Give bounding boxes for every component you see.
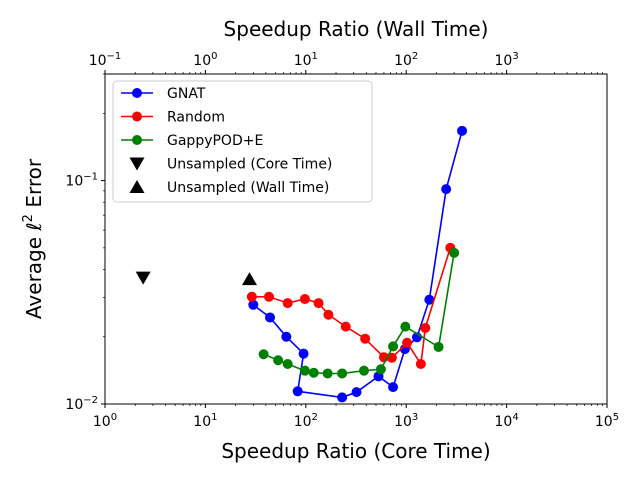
data-point-gappypod-e (258, 349, 269, 360)
legend-item-gappypod-e: GappyPOD+E (121, 133, 263, 149)
series-unsampled-core-time (135, 271, 151, 285)
legend-item-unsampled-wall-time: Unsampled (Wall Time) (129, 180, 329, 196)
legend-marker (132, 135, 142, 145)
data-point-gnat (298, 348, 309, 359)
data-point-unsampled-wall-time (242, 272, 258, 286)
series-line-random (251, 247, 452, 367)
legend-box (112, 80, 373, 203)
data-point-gappypod-e (388, 341, 399, 352)
data-point-gappypod-e (273, 355, 284, 366)
data-point-gappypod-e (375, 364, 386, 375)
data-point-random (299, 294, 310, 305)
series-random (246, 242, 456, 370)
series-unsampled-wall-time (242, 272, 258, 286)
legend-label: Unsampled (Wall Time) (167, 180, 329, 196)
y-axis-title: Average ℓ2 Error (21, 158, 46, 319)
legend-label: GNAT (167, 86, 206, 102)
legend-marker (129, 157, 145, 171)
ticks: 100 101 102 103 104 105 10−1 100 101 102 103 10−2 10… (65, 51, 619, 430)
data-point-gnat (281, 331, 292, 342)
data-point-random (264, 291, 275, 302)
x-tick-label-bottom: 105 (595, 412, 619, 430)
legend-marker (132, 88, 142, 98)
data-point-gappypod-e (337, 368, 348, 379)
legend-marker (129, 180, 145, 193)
legend-item-unsampled-core-time: Unsampled (Core Time) (129, 157, 332, 173)
x-tick-label-top: 101 (294, 51, 318, 69)
data-point-gappypod-e (359, 365, 370, 376)
data-point-gappypod-e (400, 321, 411, 332)
legend-item-random: Random (121, 110, 225, 126)
data-point-gnat (248, 299, 259, 310)
data-point-random (323, 309, 334, 320)
data-point-random (282, 298, 293, 309)
data-point-gnat (292, 386, 303, 397)
data-point-random (402, 337, 413, 348)
x-tick-label-top: 102 (394, 51, 418, 69)
plot-frame (104, 73, 608, 405)
data-point-gappypod-e (322, 368, 333, 379)
data-point-gnat (388, 382, 399, 393)
x-tick-label-top: 103 (494, 51, 518, 69)
plot-marks (135, 125, 468, 403)
data-point-gnat (351, 387, 362, 398)
legend: GNAT Random GappyPOD+E Unsampled (Core Time… (112, 80, 373, 203)
data-point-gappypod-e (433, 341, 444, 352)
data-point-random (415, 359, 426, 370)
data-point-gappypod-e (282, 359, 293, 370)
data-point-random (360, 333, 371, 344)
y-tick-label: 10−2 (65, 395, 98, 413)
data-point-random (246, 291, 257, 302)
x-axis-title-top: Speedup Ratio (Wall Time) (224, 17, 489, 41)
legend-label: Unsampled (Core Time) (167, 157, 332, 173)
y-tick-label: 10−1 (65, 172, 98, 190)
x-axis-title-bottom: Speedup Ratio (Core Time) (221, 439, 490, 463)
legend-item-gnat: GNAT (121, 86, 206, 102)
data-point-gnat (265, 312, 276, 323)
legend-label: GappyPOD+E (167, 133, 263, 149)
data-point-random (420, 322, 431, 333)
data-point-gnat (441, 184, 452, 195)
legend-marker (132, 111, 142, 122)
data-point-gappypod-e (449, 247, 460, 258)
x-tick-label-bottom: 104 (494, 412, 518, 430)
x-tick-label-bottom: 103 (394, 412, 418, 430)
x-tick-label-top: 100 (193, 51, 217, 69)
data-point-gnat (337, 392, 348, 403)
data-point-gappypod-e (308, 367, 319, 378)
x-tick-label-bottom: 100 (93, 412, 117, 430)
data-point-random (340, 321, 351, 332)
x-tick-label-bottom: 102 (294, 412, 318, 430)
x-tick-label-top: 10−1 (89, 51, 122, 69)
data-point-gnat (457, 125, 468, 136)
data-point-unsampled-core-time (135, 271, 151, 285)
legend-label: Random (167, 110, 225, 126)
data-point-random (313, 298, 324, 309)
series-gappypod-e (258, 247, 460, 379)
data-point-gappypod-e (299, 365, 310, 376)
x-tick-label-bottom: 101 (193, 412, 217, 430)
